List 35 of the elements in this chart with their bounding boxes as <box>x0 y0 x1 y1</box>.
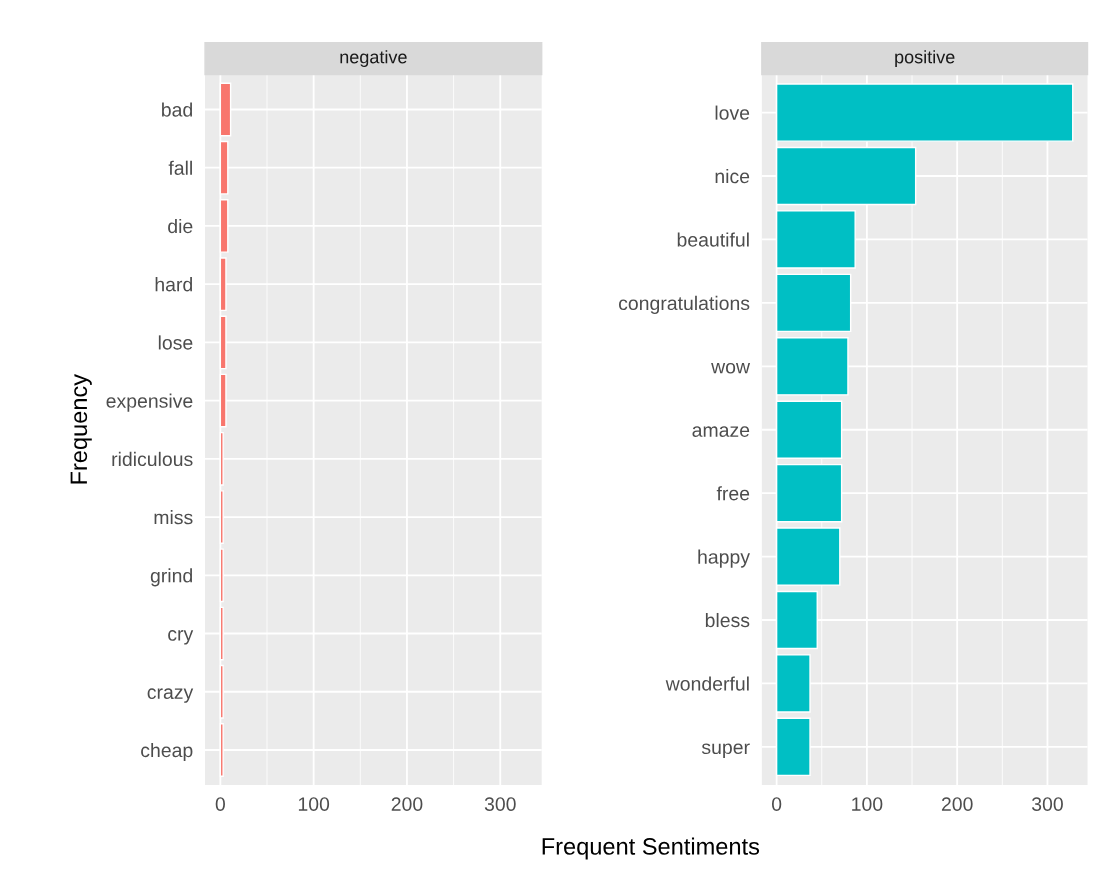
x-tick-label: 0 <box>771 797 782 811</box>
y-tick-label: happy <box>698 549 750 568</box>
y-tick-label: grind <box>150 568 192 587</box>
x-tick-label: 200 <box>391 797 423 811</box>
y-tick-label: amaze <box>692 426 750 437</box>
chart-title: negative <box>340 50 407 67</box>
y-tick-label: bless <box>705 612 750 628</box>
x-tick-label: 300 <box>484 797 516 811</box>
y-tick-label: free <box>716 486 750 501</box>
y-tick-label: cry <box>168 630 194 645</box>
x-tick-label: 300 <box>1031 797 1063 811</box>
y-tick-label: crazy <box>147 688 194 703</box>
chart-title: positive <box>895 50 955 67</box>
x-tick-label: 200 <box>941 797 973 811</box>
y-tick-label: miss <box>154 510 193 525</box>
y-tick-label: love <box>715 105 750 120</box>
y-tick-label: wow <box>711 362 751 374</box>
y-tick-label: wonderful <box>665 676 749 691</box>
x-tick-label: 0 <box>215 797 225 811</box>
y-tick-label: expensive <box>106 393 193 412</box>
y-tick-label: ridiculous <box>112 451 193 467</box>
y-tick-label: cheap <box>141 742 193 762</box>
x-tick-label: 100 <box>852 797 883 811</box>
y-tick-label: hard <box>155 277 192 292</box>
y-tick-label: super <box>701 743 750 758</box>
y-tick-label: lose <box>158 335 193 350</box>
x-axis-title: Frequent Sentiments <box>542 837 760 860</box>
x-tick-label: 100 <box>298 797 330 811</box>
y-tick-label: beautiful <box>677 232 749 247</box>
y-tick-label: bad <box>162 102 192 117</box>
y-tick-label: nice <box>715 168 750 184</box>
y-axis-title: Frequency <box>70 373 92 484</box>
y-tick-label: die <box>168 218 193 234</box>
y-tick-label: congratulations <box>618 295 750 314</box>
y-tick-label: fall <box>168 160 192 175</box>
